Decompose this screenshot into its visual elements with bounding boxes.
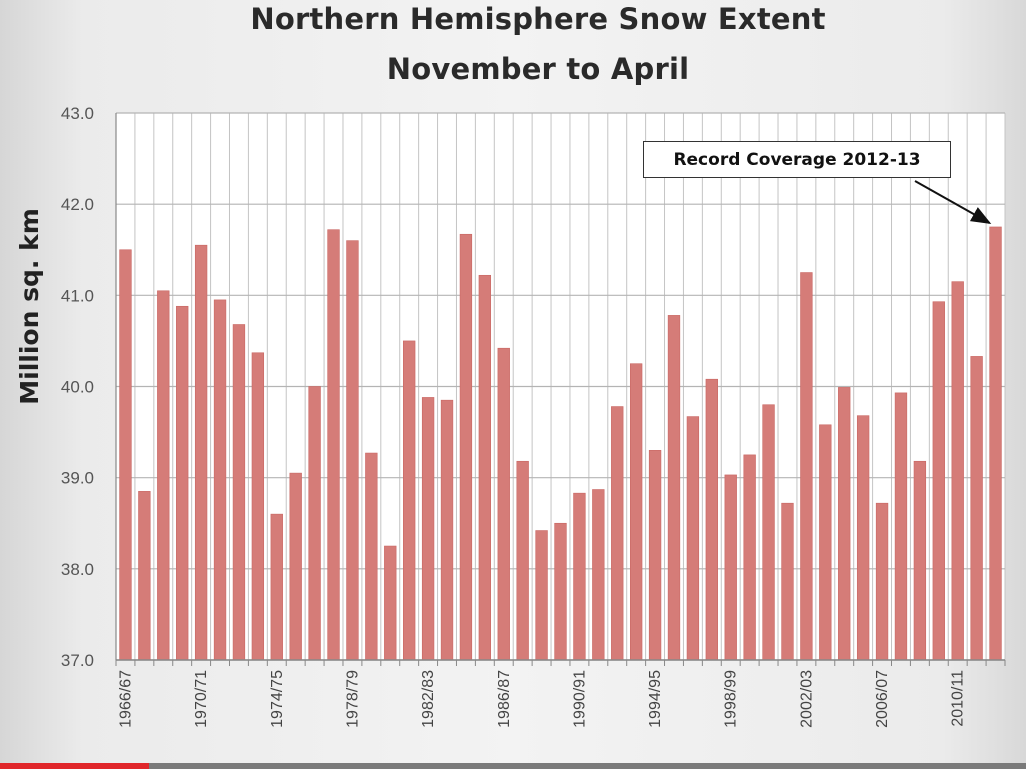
bar — [384, 545, 397, 661]
bar — [667, 315, 681, 661]
x-tick-label: 2010/11 — [950, 670, 967, 727]
bar — [440, 399, 454, 661]
bar — [327, 229, 340, 661]
bar — [138, 491, 151, 661]
bar — [894, 392, 908, 661]
y-tick-label: 37.0 — [61, 651, 94, 670]
x-tick-label: 1978/79 — [344, 670, 361, 728]
bar — [819, 424, 832, 661]
bar — [951, 281, 964, 661]
bar — [421, 397, 435, 661]
x-tick-label: 1986/87 — [496, 670, 513, 728]
y-tick-label: 40.0 — [61, 378, 94, 397]
bar — [478, 274, 492, 661]
bar — [232, 324, 246, 661]
bar — [213, 299, 227, 661]
bar — [838, 387, 851, 661]
bar — [346, 240, 359, 661]
record-annotation-box: Record Coverage 2012-13 — [643, 141, 951, 178]
bar — [308, 386, 321, 661]
y-tick-label: 41.0 — [61, 286, 94, 305]
bar — [270, 513, 283, 661]
bar — [251, 352, 265, 661]
chart-subtitle: November to April — [386, 52, 690, 86]
bar — [629, 363, 643, 661]
bar — [592, 489, 605, 661]
bar — [497, 347, 510, 661]
y-axis-title: Million sq. km — [15, 208, 44, 404]
bar — [932, 301, 945, 661]
video-progress-bar[interactable] — [0, 763, 1026, 769]
bar — [970, 356, 983, 661]
x-tick-label: 1994/95 — [647, 670, 664, 728]
bar — [573, 492, 586, 661]
x-tick-label: 1998/99 — [723, 670, 740, 728]
annotation-arrow — [914, 180, 992, 224]
x-tick-label: 1974/75 — [269, 670, 286, 728]
bar — [875, 502, 889, 661]
video-progress-fill — [0, 763, 149, 769]
x-tick-label: 2002/03 — [798, 670, 815, 728]
bar — [743, 454, 756, 661]
bar — [762, 404, 775, 661]
bar — [157, 290, 170, 661]
bar — [705, 378, 718, 661]
bar — [554, 522, 567, 661]
x-tick-label: 1982/83 — [420, 670, 437, 728]
x-tick-label: 2006/07 — [874, 670, 891, 728]
bar — [856, 415, 870, 661]
y-tick-label: 42.0 — [61, 195, 94, 214]
bar — [535, 530, 548, 661]
bar — [648, 450, 662, 661]
x-tick-label: 1990/91 — [571, 670, 588, 728]
bar — [194, 244, 208, 661]
bar — [913, 460, 927, 661]
chart-title: Northern Hemisphere Snow Extent — [250, 2, 826, 36]
x-tick-label: 1966/67 — [117, 670, 134, 728]
y-tick-label: 39.0 — [61, 469, 94, 488]
y-tick-label: 43.0 — [61, 104, 94, 123]
bar — [686, 416, 700, 661]
bar — [289, 472, 302, 661]
x-tick-label: 1970/71 — [193, 670, 210, 728]
y-tick-label: 38.0 — [61, 560, 94, 579]
bar — [724, 474, 737, 661]
bar — [459, 233, 473, 661]
bar — [516, 460, 529, 661]
bar — [781, 502, 794, 661]
bar — [800, 272, 813, 661]
bar — [403, 340, 416, 661]
bar — [365, 452, 378, 661]
bar — [119, 249, 132, 661]
bar — [989, 226, 1002, 661]
bar — [611, 406, 624, 661]
bar — [176, 305, 189, 661]
